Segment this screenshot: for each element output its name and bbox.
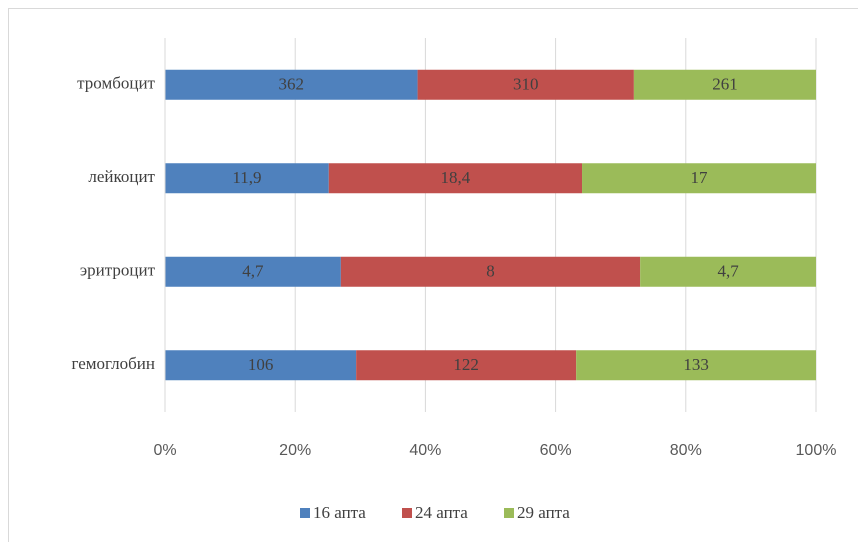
bar-segment <box>633 69 816 100</box>
data-label: 261 <box>712 75 738 94</box>
bar-segment <box>340 256 641 287</box>
data-label: 18,4 <box>441 168 471 187</box>
bar-segment <box>417 69 634 100</box>
legend-label: 24 апта <box>415 503 468 522</box>
data-label: 133 <box>683 355 709 374</box>
legend-label: 29 апта <box>517 503 570 522</box>
data-label: 310 <box>513 75 539 94</box>
data-label: 8 <box>486 262 495 281</box>
y-tick-label: эритроцит <box>80 261 156 280</box>
bar-segment <box>165 256 341 287</box>
x-tick-label: 80% <box>670 442 702 459</box>
data-label: 17 <box>691 168 709 187</box>
x-tick-label: 60% <box>540 442 572 459</box>
y-tick-label: гемоглобин <box>72 354 156 373</box>
bar-segment <box>165 69 418 100</box>
x-tick-label: 0% <box>153 442 176 459</box>
data-label: 122 <box>453 355 479 374</box>
bar-segment <box>165 163 329 194</box>
x-tick-label: 100% <box>796 442 837 459</box>
y-tick-label: лейкоцит <box>88 167 155 186</box>
legend-label: 16 апта <box>313 503 366 522</box>
bar-segment <box>356 350 577 381</box>
y-tick-label: тромбоцит <box>77 74 155 93</box>
legend-swatch <box>300 508 310 518</box>
x-tick-label: 40% <box>409 442 441 459</box>
data-label: 11,9 <box>232 168 261 187</box>
legend-swatch <box>504 508 514 518</box>
bar-segment <box>165 350 357 381</box>
bar-segment <box>576 350 816 381</box>
bar-segment <box>640 256 816 287</box>
data-label: 4,7 <box>242 262 264 281</box>
legend-swatch <box>402 508 412 518</box>
data-label: 106 <box>248 355 274 374</box>
data-label: 362 <box>279 75 305 94</box>
bar-segment <box>582 163 816 194</box>
x-tick-label: 20% <box>279 442 311 459</box>
data-label: 4,7 <box>717 262 739 281</box>
bar-segment <box>328 163 583 194</box>
